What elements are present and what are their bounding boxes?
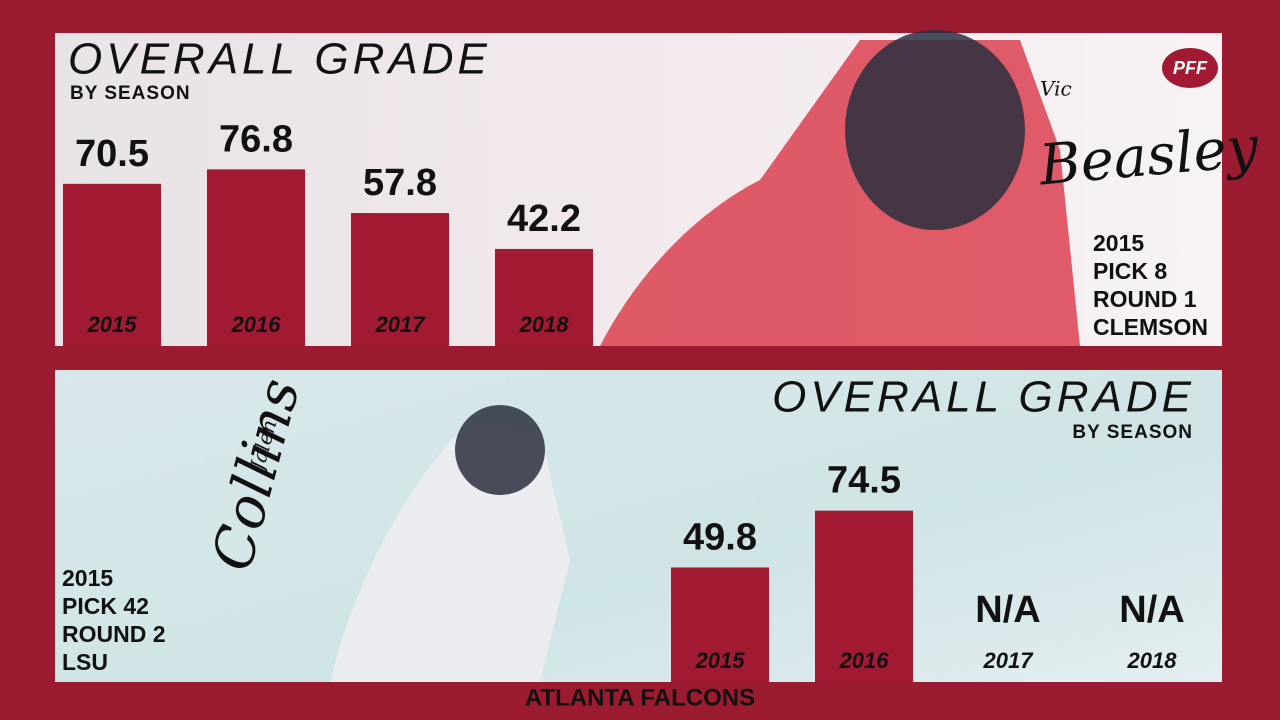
draft-info: PICK 42 (62, 593, 149, 619)
x-tick-label: 2018 (1127, 648, 1178, 673)
value-label: N/A (975, 589, 1040, 631)
draft-info: LSU (62, 649, 108, 675)
bar (495, 248, 593, 346)
value-label: 70.5 (75, 133, 149, 175)
chart-title: OVERALL GRADE (772, 373, 1195, 422)
draft-info: CLEMSON (1093, 314, 1208, 340)
draft-info: ROUND 1 (1093, 286, 1197, 312)
x-tick-label: 2017 (983, 648, 1035, 673)
value-label: 57.8 (363, 162, 437, 204)
bar (63, 183, 161, 346)
helmet (455, 405, 545, 495)
draft-info: 2015 (62, 565, 113, 591)
helmet (845, 30, 1025, 230)
draft-info: ROUND 2 (62, 621, 166, 647)
x-tick-label: 2015 (87, 312, 138, 337)
chart-subtitle: BY SEASON (1072, 422, 1193, 443)
x-tick-label: 2017 (375, 312, 427, 337)
x-tick-label: 2016 (231, 312, 282, 337)
bar (671, 567, 769, 682)
value-label: N/A (1119, 589, 1184, 631)
logo: PFF (1173, 58, 1208, 78)
x-tick-label: 2015 (695, 648, 746, 673)
value-label: 49.8 (683, 516, 757, 558)
draft-info: PICK 8 (1093, 258, 1167, 284)
bar (815, 510, 913, 682)
player-name: Vic (1040, 77, 1072, 101)
value-label: 74.5 (827, 460, 901, 502)
bar (207, 169, 305, 346)
chart-title: OVERALL GRADE (68, 35, 491, 84)
logo-badge (1162, 48, 1218, 88)
draft-info: 2015 (1093, 230, 1144, 256)
x-tick-label: 2018 (519, 312, 570, 337)
bar (351, 213, 449, 346)
value-label: 42.2 (507, 198, 581, 240)
x-tick-label: 2016 (839, 648, 890, 673)
value-label: 76.8 (219, 118, 293, 160)
bottom-panel (55, 370, 1222, 682)
footer: ATLANTA FALCONS (525, 684, 755, 711)
chart-subtitle: BY SEASON (70, 83, 191, 104)
